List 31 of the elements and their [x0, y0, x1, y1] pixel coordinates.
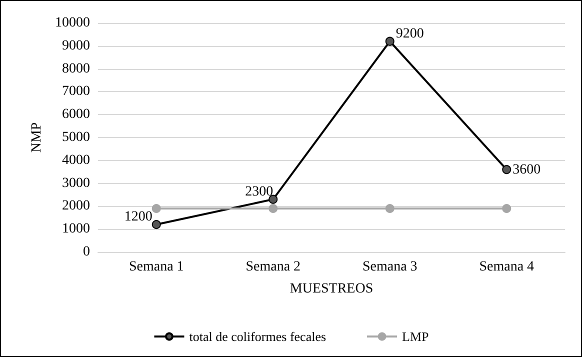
x-tick-label: Semana 4 [479, 260, 534, 274]
point [268, 204, 278, 213]
point [502, 204, 512, 213]
y-tick-label: 3000 [62, 176, 90, 191]
point [385, 36, 394, 46]
data-label: 3600 [512, 162, 541, 178]
data-label: 2300 [245, 184, 274, 200]
legend-label: total de coliformes fecales [189, 329, 326, 344]
legend-label: LMP [402, 329, 429, 344]
point [385, 204, 394, 213]
y-tick-label: 2000 [62, 198, 90, 214]
point [502, 165, 512, 174]
y-tick-label: 5000 [62, 130, 90, 145]
point [152, 220, 161, 230]
point [268, 194, 278, 204]
y-tick-label: 9000 [62, 38, 90, 54]
y-tick-label: 10000 [55, 16, 90, 30]
x-axis-title: MUESTREOS [290, 282, 374, 296]
y-tick-label: 6000 [62, 107, 90, 122]
y-tick-label: 7000 [62, 84, 90, 100]
data-label: 1200 [124, 210, 152, 225]
y-tick-label: 8000 [62, 61, 90, 76]
y-axis-title: NMP [30, 122, 45, 153]
y-tick-label: 0 [83, 244, 90, 260]
y-tick-label: 4000 [62, 152, 90, 168]
x-tick-label: Semana 3 [362, 260, 418, 274]
point [152, 204, 161, 213]
x-tick-label: Semana 1 [128, 260, 184, 274]
data-label: 9200 [396, 26, 424, 42]
x-tick-label: Semana 2 [246, 260, 301, 274]
y-tick-label: 1000 [62, 222, 90, 237]
